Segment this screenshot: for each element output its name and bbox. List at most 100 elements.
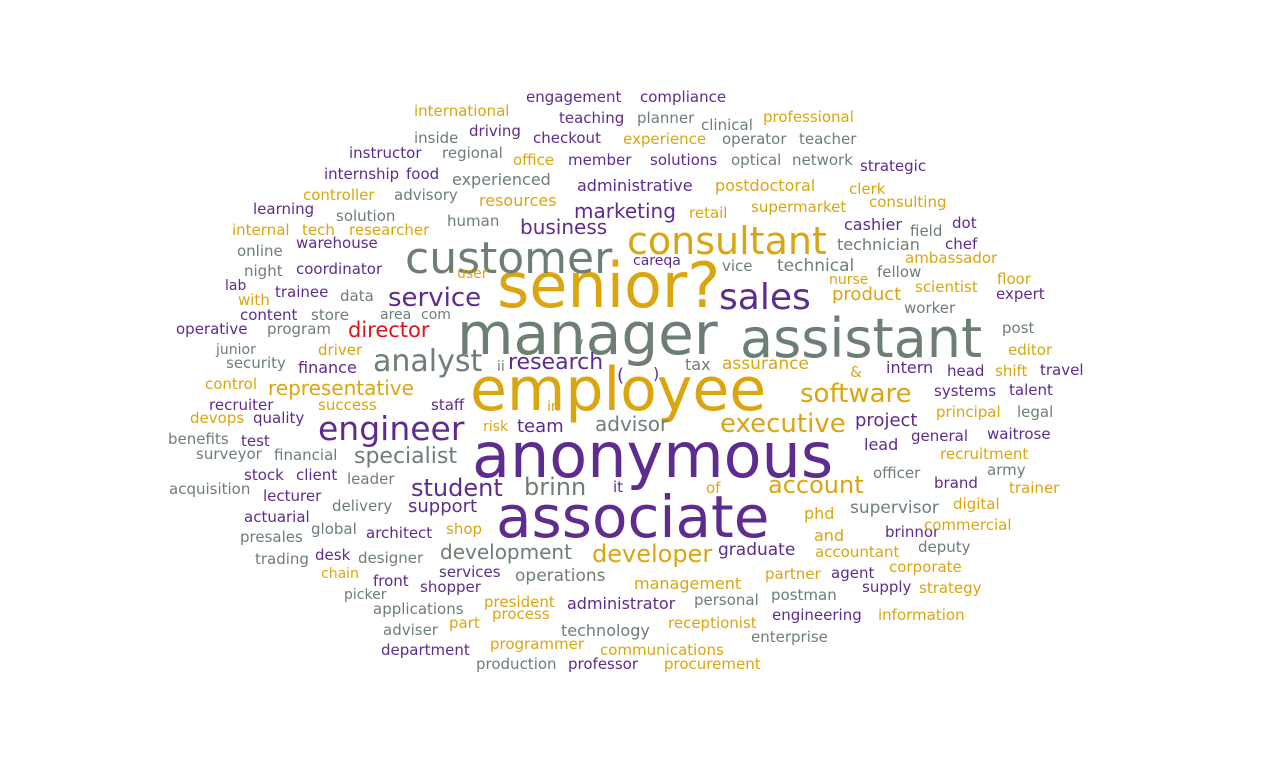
cloud-word: applications — [373, 600, 464, 618]
cloud-word: finance — [298, 358, 357, 377]
cloud-word: student — [411, 474, 503, 502]
cloud-word: procurement — [664, 655, 761, 673]
cloud-word: scientist — [915, 278, 978, 296]
cloud-word: operations — [515, 566, 606, 586]
cloud-word: travel — [1040, 361, 1084, 379]
cloud-word: teaching — [559, 109, 625, 127]
cloud-word: anonymous — [472, 419, 834, 492]
cloud-word: staff — [431, 396, 465, 414]
cloud-word: dot — [952, 214, 977, 232]
cloud-word: department — [381, 641, 470, 659]
cloud-word: editor — [1008, 341, 1053, 359]
cloud-word: shift — [995, 362, 1028, 380]
cloud-word: president — [484, 593, 555, 611]
cloud-word: information — [878, 606, 965, 624]
cloud-word: development — [440, 540, 572, 564]
cloud-word: technology — [561, 621, 650, 640]
cloud-word: shop — [446, 520, 483, 538]
cloud-word: ) — [653, 364, 660, 383]
cloud-word: in — [547, 399, 560, 415]
cloud-word: supply — [862, 578, 912, 596]
cloud-word: specialist — [354, 444, 457, 469]
cloud-word: ii — [497, 359, 505, 375]
cloud-word: systems — [934, 382, 997, 400]
cloud-word: and — [814, 526, 845, 545]
cloud-word: customer — [405, 233, 613, 284]
cloud-word: solutions — [650, 151, 718, 169]
cloud-word: member — [568, 151, 632, 169]
cloud-word: food — [406, 165, 440, 183]
cloud-word: actuarial — [244, 508, 310, 526]
cloud-word: technical — [777, 256, 855, 276]
cloud-word: advisory — [394, 186, 458, 204]
cloud-word: with — [238, 291, 270, 309]
cloud-word: optical — [731, 151, 782, 169]
cloud-word: professor — [568, 655, 639, 673]
cloud-word: operator — [722, 130, 787, 148]
cloud-word: senior? — [497, 249, 721, 322]
cloud-word: account — [768, 471, 864, 499]
cloud-word: front — [373, 572, 409, 590]
cloud-word: driving — [469, 122, 521, 140]
cloud-word: support — [408, 496, 478, 517]
cloud-word: expert — [996, 285, 1045, 303]
cloud-word: talent — [1009, 381, 1053, 399]
cloud-word: strategic — [860, 157, 927, 175]
cloud-word: intern — [886, 358, 934, 377]
cloud-word: acquisition — [169, 480, 251, 498]
cloud-word: leader — [347, 470, 395, 488]
cloud-word: nurse — [829, 272, 869, 288]
cloud-word: accountant — [815, 543, 900, 561]
cloud-word: warehouse — [296, 234, 378, 252]
cloud-word: digital — [953, 495, 1000, 513]
cloud-word: engineering — [772, 606, 862, 624]
cloud-word: waitrose — [987, 425, 1051, 443]
cloud-word: services — [439, 563, 501, 581]
cloud-word: regional — [442, 144, 503, 162]
cloud-word: store — [311, 306, 349, 324]
cloud-word: researcher — [349, 221, 430, 239]
cloud-word: analyst — [373, 344, 483, 379]
cloud-word: lab — [225, 278, 247, 294]
cloud-word: representative — [268, 376, 414, 400]
cloud-word: strategy — [919, 579, 982, 597]
cloud-word: receptionist — [668, 614, 757, 632]
cloud-word: postman — [771, 586, 837, 604]
cloud-word: supervisor — [850, 498, 939, 518]
cloud-word: head — [947, 362, 985, 380]
cloud-word: coordinator — [296, 260, 383, 278]
cloud-word: trainee — [275, 283, 329, 301]
cloud-word: process — [492, 605, 550, 623]
cloud-word: quality — [253, 409, 305, 427]
cloud-word: desk — [315, 546, 351, 564]
cloud-word: ambassador — [905, 249, 998, 267]
cloud-word: business — [520, 215, 608, 239]
cloud-word: brinnor — [885, 523, 940, 541]
cloud-word: international — [414, 102, 510, 120]
cloud-word: lecturer — [263, 487, 322, 505]
cloud-word: human — [447, 212, 500, 230]
cloud-word: learning — [253, 200, 315, 218]
cloud-word: trainer — [1009, 479, 1060, 497]
cloud-word: designer — [358, 549, 424, 567]
cloud-word: architect — [366, 524, 433, 542]
cloud-word: enterprise — [751, 628, 828, 646]
cloud-word: employee — [470, 355, 767, 425]
cloud-word: principal — [936, 403, 1001, 421]
cloud-word: brinn — [524, 473, 587, 501]
cloud-word: manager — [457, 300, 718, 368]
cloud-word: checkout — [533, 129, 601, 147]
cloud-word: part — [449, 614, 480, 632]
cloud-word: marketing — [574, 199, 676, 223]
cloud-word: phd — [804, 504, 835, 523]
cloud-word: compliance — [640, 88, 727, 106]
cloud-word: clinical — [701, 116, 753, 134]
cloud-word: content — [240, 306, 298, 324]
cloud-word: presales — [240, 528, 303, 546]
cloud-word: assurance — [722, 354, 809, 374]
cloud-word: planner — [637, 109, 695, 127]
cloud-word: junior — [216, 342, 256, 358]
cloud-word: cashier — [844, 215, 902, 234]
cloud-word: user — [457, 266, 488, 282]
